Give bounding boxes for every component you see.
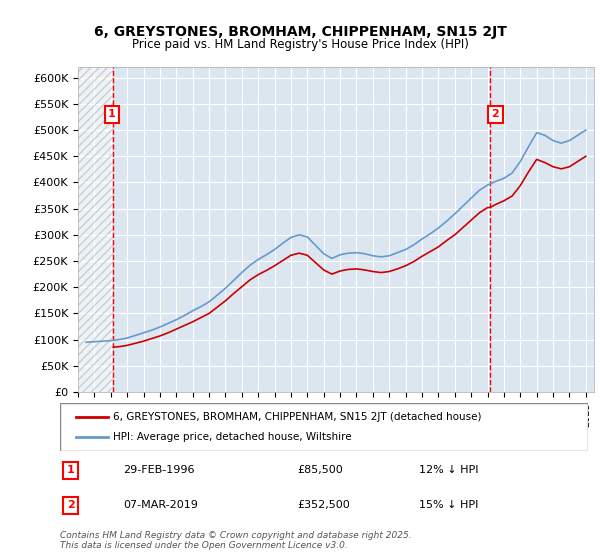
Text: 2: 2 xyxy=(67,501,74,510)
Text: HPI: Average price, detached house, Wiltshire: HPI: Average price, detached house, Wilt… xyxy=(113,432,352,442)
Text: Price paid vs. HM Land Registry's House Price Index (HPI): Price paid vs. HM Land Registry's House … xyxy=(131,38,469,50)
Text: 2: 2 xyxy=(491,109,499,119)
Text: £85,500: £85,500 xyxy=(298,465,343,475)
Text: 12% ↓ HPI: 12% ↓ HPI xyxy=(419,465,479,475)
Text: 6, GREYSTONES, BROMHAM, CHIPPENHAM, SN15 2JT: 6, GREYSTONES, BROMHAM, CHIPPENHAM, SN15… xyxy=(94,25,506,39)
Bar xyxy=(78,67,113,392)
FancyBboxPatch shape xyxy=(60,403,588,451)
Text: 1: 1 xyxy=(67,465,74,475)
Text: 15% ↓ HPI: 15% ↓ HPI xyxy=(419,501,478,510)
Text: Contains HM Land Registry data © Crown copyright and database right 2025.
This d: Contains HM Land Registry data © Crown c… xyxy=(60,530,412,550)
Text: 1: 1 xyxy=(108,109,116,119)
Text: 07-MAR-2019: 07-MAR-2019 xyxy=(124,501,198,510)
Bar xyxy=(78,67,113,392)
Text: 6, GREYSTONES, BROMHAM, CHIPPENHAM, SN15 2JT (detached house): 6, GREYSTONES, BROMHAM, CHIPPENHAM, SN15… xyxy=(113,412,481,422)
Text: 29-FEB-1996: 29-FEB-1996 xyxy=(124,465,195,475)
Text: £352,500: £352,500 xyxy=(298,501,350,510)
